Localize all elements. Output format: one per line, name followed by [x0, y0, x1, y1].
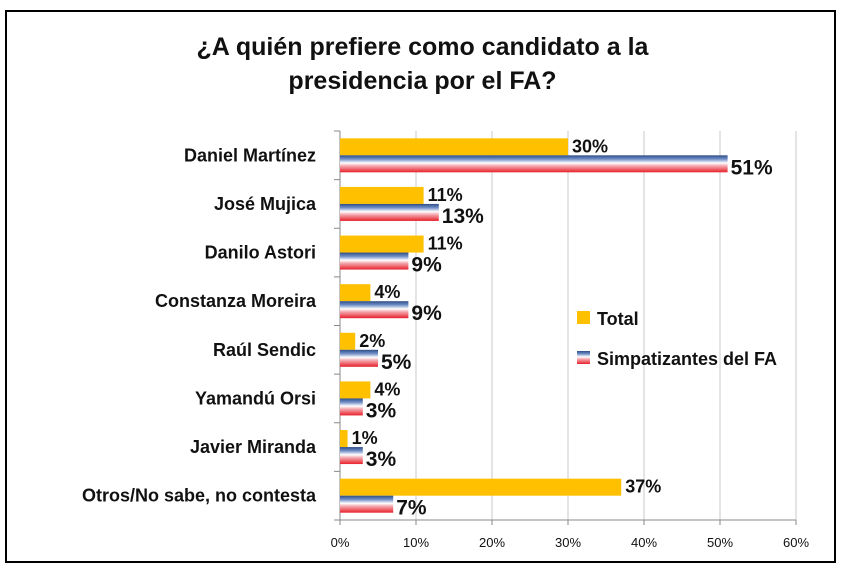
x-tick-label: 60% — [783, 535, 809, 550]
data-label-simpatizantes: 5% — [381, 351, 412, 374]
data-label-total: 2% — [359, 331, 385, 351]
bar-simpatizantes — [340, 495, 394, 513]
x-tick-label: 20% — [479, 535, 505, 550]
bar-total — [340, 235, 424, 253]
legend-label-simpatizantes: Simpatizantes del FA — [597, 349, 777, 369]
x-tick-label: 30% — [555, 535, 581, 550]
data-label-simpatizantes: 9% — [411, 302, 442, 325]
category-label: Javier Miranda — [190, 437, 317, 457]
x-tick-label: 0% — [331, 535, 350, 550]
category-label: José Mujica — [214, 194, 317, 214]
bar-total — [340, 430, 348, 448]
bar-simpatizantes — [340, 203, 439, 221]
data-label-total: 4% — [374, 282, 400, 302]
data-label-simpatizantes: 3% — [366, 399, 397, 422]
category-label: Otros/No sabe, no contesta — [82, 486, 317, 506]
bar-total — [340, 138, 568, 156]
bar-total — [340, 332, 356, 350]
data-label-simpatizantes: 13% — [442, 205, 484, 228]
data-label-total: 1% — [352, 428, 378, 448]
data-label-total: 11% — [428, 234, 463, 254]
chart-frame — [5, 10, 836, 563]
bar-total — [340, 381, 371, 399]
x-tick-label: 50% — [707, 535, 733, 550]
chart-title: ¿A quién prefiere como candidato a la pr… — [0, 30, 845, 98]
category-label: Danilo Astori — [205, 243, 316, 263]
data-label-simpatizantes: 9% — [411, 254, 442, 277]
legend-swatch-total — [577, 311, 590, 324]
data-label-total: 11% — [428, 185, 463, 205]
bar-simpatizantes — [340, 398, 363, 416]
data-label-simpatizantes: 51% — [731, 156, 773, 179]
bar-simpatizantes — [340, 301, 409, 319]
bar-total — [340, 478, 622, 496]
bar-simpatizantes — [340, 155, 728, 173]
category-label: Daniel Martínez — [184, 145, 316, 165]
category-label: Constanza Moreira — [155, 291, 317, 311]
x-tick-label: 10% — [403, 535, 429, 550]
category-label: Yamandú Orsi — [195, 388, 316, 408]
category-label: Raúl Sendic — [213, 340, 316, 360]
chart-title-line-2: presidencia por el FA? — [288, 67, 557, 95]
chart-title-line-1: ¿A quién prefiere como candidato a la — [196, 33, 649, 61]
data-label-simpatizantes: 7% — [396, 497, 427, 520]
bar-total — [340, 186, 424, 204]
bar-simpatizantes — [340, 447, 363, 465]
data-label-total: 30% — [572, 136, 608, 156]
legend-label-total: Total — [597, 309, 639, 329]
data-label-simpatizantes: 3% — [366, 448, 397, 471]
legend-swatch-simpatizantes — [577, 351, 590, 364]
x-tick-label: 40% — [631, 535, 657, 550]
bar-simpatizantes — [340, 349, 378, 367]
data-label-total: 37% — [625, 477, 661, 497]
bar-total — [340, 284, 371, 302]
data-label-total: 4% — [374, 379, 400, 399]
bar-simpatizantes — [340, 252, 409, 270]
